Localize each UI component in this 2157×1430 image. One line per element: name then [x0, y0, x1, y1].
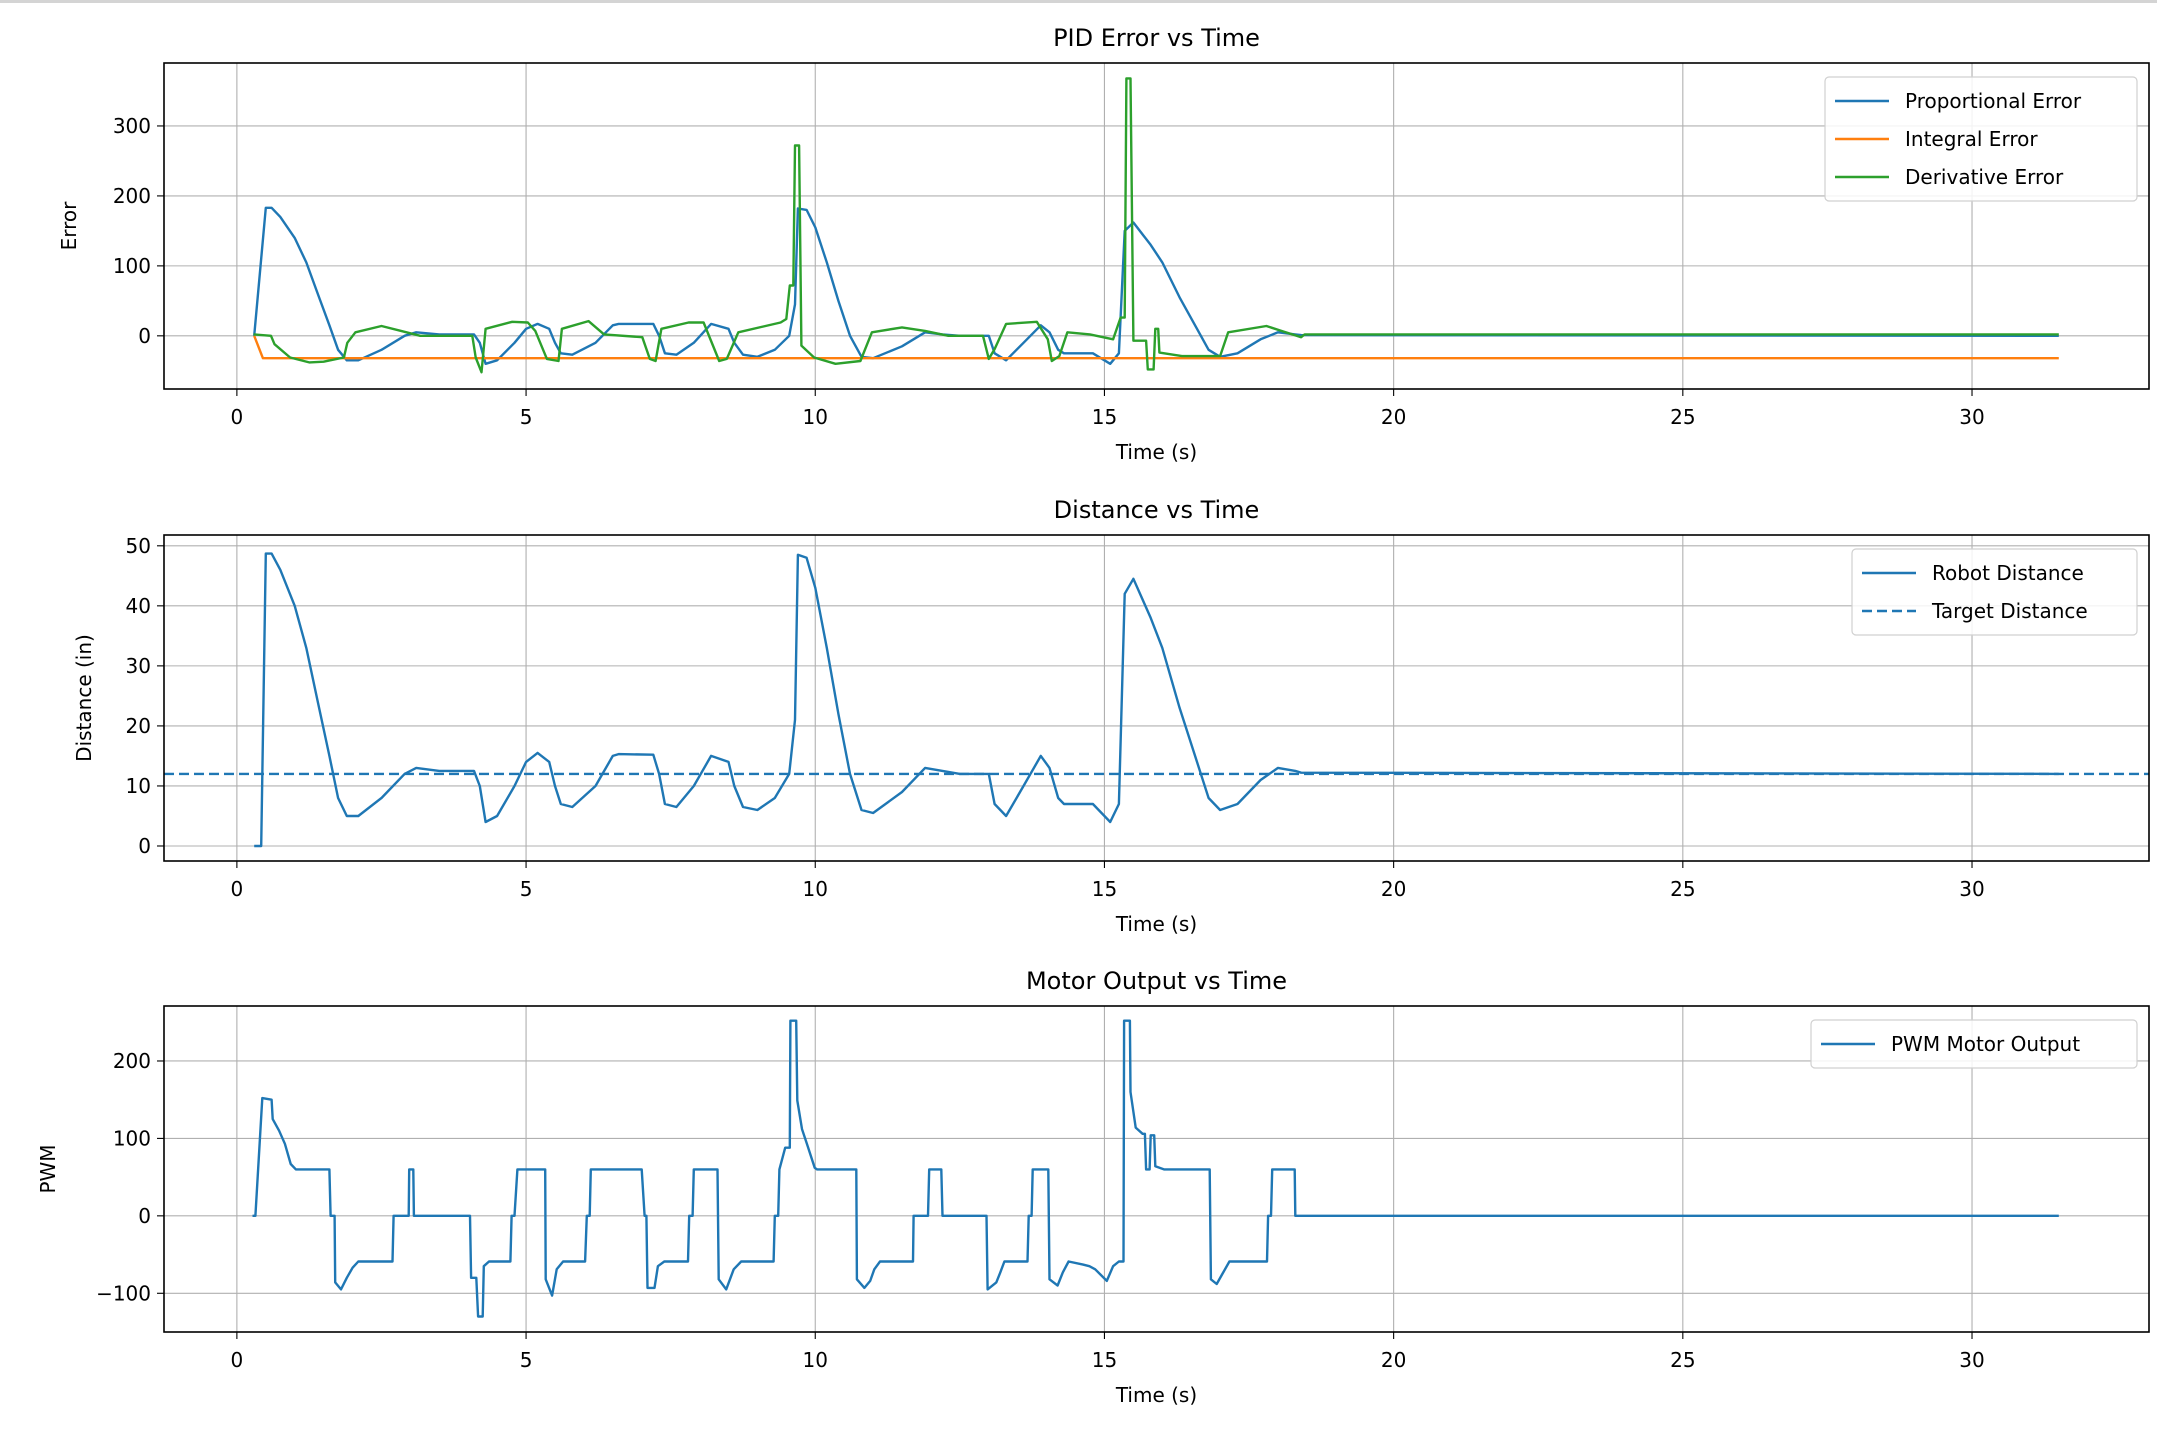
- y-tick-label: 50: [126, 534, 151, 558]
- legend-box: [1824, 76, 2138, 202]
- x-axis-label: Time (s): [1115, 912, 1197, 936]
- chart-title: Distance vs Time: [1054, 496, 1260, 524]
- x-tick-label: 20: [1381, 405, 1406, 429]
- x-tick-label: 25: [1670, 877, 1695, 901]
- x-tick-label: 10: [803, 877, 828, 901]
- axes-frame: [163, 62, 2150, 390]
- y-tick-label: 100: [113, 1126, 151, 1150]
- y-tick-label: 0: [138, 324, 151, 348]
- x-tick-label: 30: [1959, 877, 1984, 901]
- x-axis-label: Time (s): [1115, 1383, 1197, 1407]
- y-tick-label: −100: [96, 1281, 151, 1305]
- legend: PWM Motor Output: [1810, 1019, 2138, 1069]
- x-axis-label: Time (s): [1115, 440, 1197, 464]
- axes-frame: [163, 534, 2150, 862]
- x-tick-label: 5: [520, 877, 533, 901]
- x-tick-label: 25: [1670, 405, 1695, 429]
- y-axis-label: PWM: [36, 1144, 60, 1193]
- axes-frame: [163, 1005, 2150, 1333]
- y-tick-label: 0: [138, 1204, 151, 1228]
- x-tick-label: 15: [1092, 877, 1117, 901]
- legend-label: Integral Error: [1905, 127, 2038, 151]
- x-tick-label: 0: [231, 405, 244, 429]
- legend-label: Target Distance: [1931, 599, 2088, 623]
- legend-label: PWM Motor Output: [1891, 1032, 2080, 1056]
- x-tick-label: 20: [1381, 877, 1406, 901]
- y-tick-label: 20: [126, 714, 151, 738]
- x-tick-label: 30: [1959, 405, 1984, 429]
- subplot-2: 0 5 10 15 20 25 30 0 10 20 30 40 50 Distance vs Time T…: [72, 496, 2150, 936]
- x-tick-label: 10: [803, 405, 828, 429]
- y-axis-label: Distance (in): [72, 634, 96, 762]
- series-line-derivative-error: [253, 77, 2059, 374]
- series-line-pwm-motor-output: [252, 1019, 2059, 1318]
- chart-title: Motor Output vs Time: [1026, 967, 1287, 995]
- series-line-integral-error: [253, 335, 2059, 360]
- x-tick-label: 10: [803, 1348, 828, 1372]
- y-tick-label: 200: [113, 184, 151, 208]
- y-axis-label: Error: [57, 201, 81, 251]
- legend-label: Derivative Error: [1905, 165, 2064, 189]
- y-tick-label: 100: [113, 254, 151, 278]
- legend-box: [1810, 1019, 2138, 1069]
- y-tick-label: 300: [113, 114, 151, 138]
- x-tick-label: 0: [231, 877, 244, 901]
- x-tick-label: 15: [1092, 1348, 1117, 1372]
- x-tick-label: 5: [520, 1348, 533, 1372]
- x-tick-label: 5: [520, 405, 533, 429]
- y-tick-label: 200: [113, 1049, 151, 1073]
- x-tick-label: 15: [1092, 405, 1117, 429]
- y-tick-label: 30: [126, 654, 151, 678]
- y-tick-label: 0: [138, 834, 151, 858]
- legend-label: Robot Distance: [1932, 561, 2084, 585]
- subplot-3: 0 5 10 15 20 25 30 −100 0 100 200 Motor Output vs T…: [36, 967, 2150, 1407]
- x-tick-label: 20: [1381, 1348, 1406, 1372]
- chart-title: PID Error vs Time: [1053, 24, 1260, 52]
- x-tick-label: 25: [1670, 1348, 1695, 1372]
- series-line-proportional-error: [253, 206, 2059, 365]
- legend-label: Proportional Error: [1905, 89, 2082, 113]
- window-top-border: [0, 0, 2157, 3]
- series-line-robot-distance: [254, 552, 2059, 848]
- x-tick-label: 30: [1959, 1348, 1984, 1372]
- legend-box: [1851, 548, 2138, 636]
- x-tick-label: 0: [231, 1348, 244, 1372]
- y-tick-label: 10: [126, 774, 151, 798]
- legend: Robot Distance Target Distance: [1851, 548, 2138, 636]
- y-tick-label: 40: [126, 594, 151, 618]
- legend: Proportional Error Integral Error Derivati…: [1824, 76, 2138, 202]
